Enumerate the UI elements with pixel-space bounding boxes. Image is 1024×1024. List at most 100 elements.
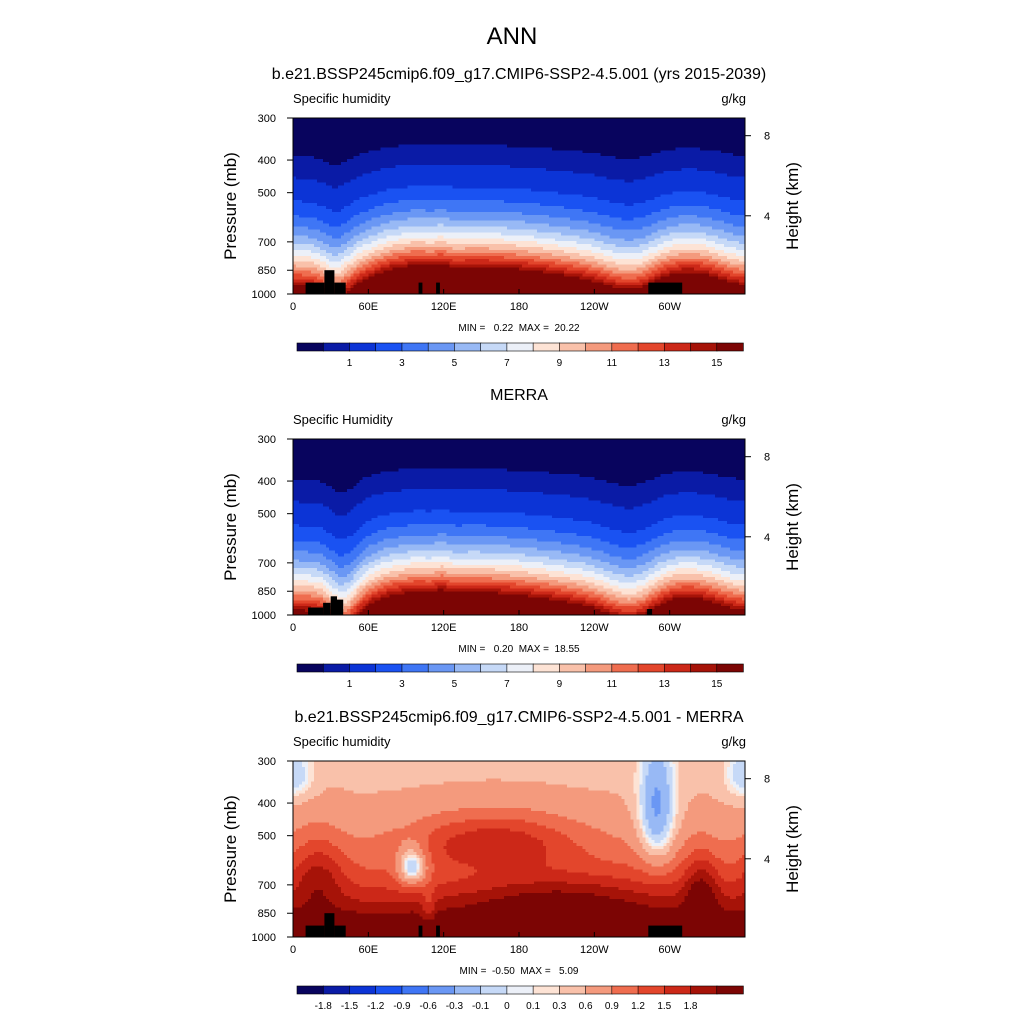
heatmap-cell (356, 571, 366, 575)
heatmap-cell (648, 609, 746, 613)
heatmap-cell (314, 585, 327, 590)
heatmap-cell (636, 793, 641, 797)
heatmap-cell (555, 238, 595, 242)
heatmap-cell (726, 766, 734, 771)
heatmap-cell (645, 778, 668, 783)
heatmap-cell (522, 264, 550, 269)
heatmap-cell (633, 203, 746, 207)
heatmap-cell (663, 846, 671, 850)
heatmap-cell (588, 220, 659, 225)
heatmap-cell (407, 524, 457, 528)
heatmap-cell (434, 241, 448, 245)
heatmap-cell (609, 576, 647, 581)
heatmap-cell (449, 261, 529, 266)
heatmap-cell (684, 810, 746, 815)
heatmap-cell (723, 893, 743, 897)
heatmap-cell (627, 843, 644, 847)
heatmap-cell (293, 761, 303, 765)
heatmap-cell (729, 781, 737, 786)
heatmap-cell (678, 828, 746, 832)
heatmap-cell (657, 497, 728, 502)
heatmap-cell (359, 527, 388, 531)
heatmap-cell (726, 276, 746, 280)
heatmap-cell (401, 869, 406, 874)
heatmap-cell (293, 521, 366, 525)
heatmap-cell (537, 229, 589, 233)
heatmap-cell (708, 250, 725, 254)
heatmap-cell (293, 255, 312, 260)
heatmap-cell (648, 594, 659, 598)
heatmap-cell (570, 494, 665, 499)
heatmap-cell (332, 901, 421, 906)
heatmap-cell (368, 588, 378, 593)
heatmap-cell (600, 559, 653, 563)
heatmap-cell (359, 553, 372, 557)
heatmap-cell (293, 270, 312, 275)
heatmap-cell (609, 541, 647, 546)
heatmap-cell (729, 273, 746, 277)
panels: b.e21.BSSP245cmip6.f09_g17.CMIP6-SSP2-4.… (221, 66, 802, 1012)
heatmap-cell (690, 884, 710, 888)
heatmap-cell (377, 550, 409, 554)
heatmap-cell (449, 556, 550, 560)
heatmap-cell (666, 571, 713, 575)
colorbar-swatch (690, 663, 718, 673)
heatmap-cell (338, 582, 345, 587)
heatmap-cell (678, 799, 692, 803)
heatmap-cell (314, 156, 354, 160)
heatmap-cell (389, 261, 409, 266)
heatmap-cell (431, 831, 466, 835)
heatmap-cell (741, 875, 746, 879)
heatmap-cell (624, 840, 641, 844)
heatmap-cell (705, 238, 728, 242)
heatmap-cell (299, 784, 306, 788)
heatmap-cell (693, 881, 707, 885)
heatmap-cell (669, 541, 710, 546)
heatmap-cell (609, 597, 629, 601)
heatmap-cell (651, 211, 731, 216)
heatmap-cell (353, 261, 360, 266)
heatmap-cell (519, 893, 595, 897)
heatmap-cell (651, 761, 665, 765)
heatmap-cell (651, 837, 665, 841)
heatmap-cell (639, 802, 647, 806)
heatmap-cell (458, 878, 632, 882)
heatmap-cell (645, 582, 656, 587)
x-tick-label: 180 (510, 301, 528, 313)
heatmap-cell (729, 556, 746, 560)
heatmap-cell (365, 594, 372, 598)
heatmap-cell (329, 547, 354, 552)
heatmap-cell (684, 881, 695, 885)
heatmap-cell (350, 579, 357, 584)
heatmap-cell (431, 813, 559, 818)
heatmap-cell (293, 474, 372, 478)
heatmap-cell (416, 869, 421, 874)
heatmap-cell (588, 267, 604, 272)
heatmap-cell (678, 878, 689, 882)
heatmap-cell (329, 582, 339, 587)
heatmap-cell (615, 261, 644, 266)
heatmap-cell (672, 529, 707, 534)
heatmap-cell (660, 252, 680, 257)
heatmap-cell (732, 769, 746, 774)
heatmap-cell (741, 854, 746, 859)
heatmap-cell (308, 822, 330, 827)
heatmap-cell (362, 276, 369, 280)
heatmap-cell (293, 188, 388, 192)
heatmap-cell (425, 579, 433, 584)
heatmap-cell (633, 822, 641, 827)
heatmap-cell (434, 907, 448, 912)
heatmap-cell (338, 846, 400, 850)
heatmap-cell (356, 483, 620, 487)
heatmap-cell (377, 579, 391, 584)
heatmap-cell (723, 781, 731, 786)
heatmap-cell (594, 565, 620, 569)
x-tick-label: 120W (580, 622, 609, 634)
heatmap-cell (380, 264, 391, 269)
y-tick-label: 850 (258, 908, 276, 920)
heatmap-cell (293, 910, 357, 915)
heatmap-cell (293, 135, 746, 140)
heatmap-cell (636, 799, 641, 803)
heatmap-cell (386, 588, 403, 593)
colorbar-swatch (663, 663, 692, 673)
